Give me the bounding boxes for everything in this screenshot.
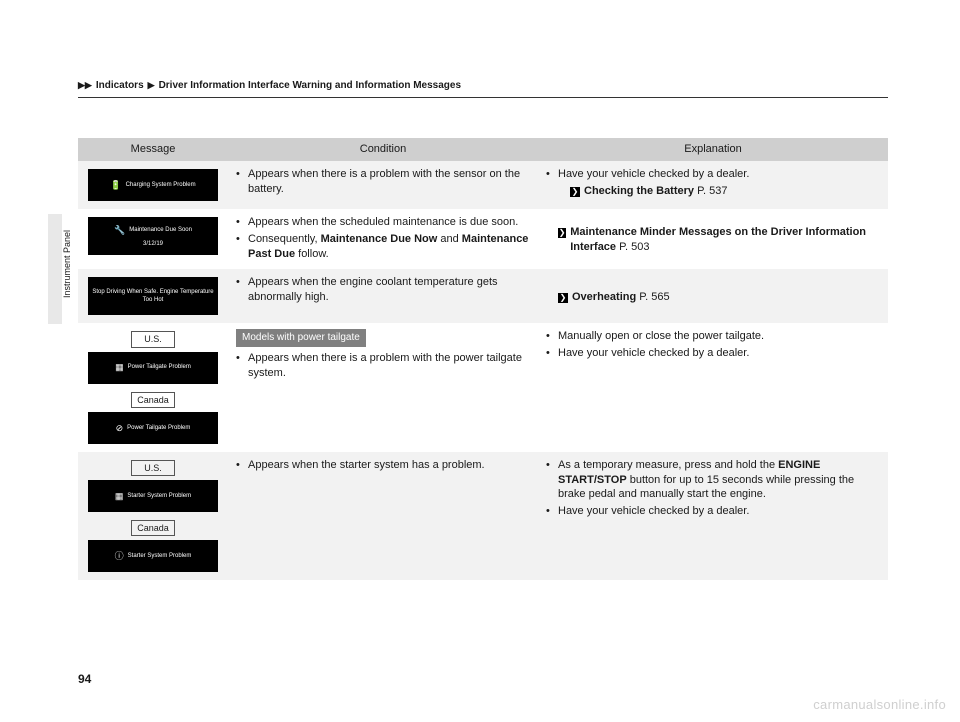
- cell-explanation: Manually open or close the power tailgat…: [538, 323, 888, 451]
- explanation-text: Have your vehicle checked by a dealer.: [558, 168, 749, 180]
- text: follow.: [295, 248, 329, 260]
- cross-ref: ❯ Overheating P. 565: [558, 290, 880, 305]
- display-thumbnail: ▦ Power Tailgate Problem: [88, 352, 218, 384]
- messages-table: Message Condition Explanation 🔋 Charging…: [78, 138, 888, 580]
- cell-condition: Appears when there is a problem with the…: [228, 161, 538, 209]
- region-label-us: U.S.: [131, 331, 175, 347]
- ref-text: Overheating P. 565: [572, 290, 670, 305]
- display-thumbnail: ▦ Starter System Problem: [88, 480, 218, 512]
- breadcrumb-subsection: Driver Information Interface Warning and…: [159, 80, 461, 91]
- table-row: U.S. ▦ Starter System Problem Canada ⓘ S…: [78, 452, 888, 580]
- text: and: [437, 233, 461, 245]
- ref-icon: ❯: [558, 293, 568, 303]
- cell-message: 🔋 Charging System Problem: [78, 161, 228, 209]
- cross-ref: ❯ Maintenance Minder Messages on the Dri…: [558, 225, 880, 255]
- bold-text: Maintenance Due Now: [321, 233, 438, 245]
- text: As a temporary measure, press and hold t…: [558, 459, 778, 471]
- cell-explanation: ❯ Overheating P. 565: [538, 269, 888, 323]
- cell-explanation: ❯ Maintenance Minder Messages on the Dri…: [538, 209, 888, 270]
- cell-condition: Appears when the scheduled maintenance i…: [228, 209, 538, 270]
- display-text: Power Tailgate Problem: [128, 363, 191, 371]
- display-thumbnail: 🔧 Maintenance Due Soon 3/12/19: [88, 217, 218, 255]
- th-explanation: Explanation: [538, 138, 888, 161]
- explanation-item: Have your vehicle checked by a dealer.: [546, 504, 880, 519]
- cell-condition: Appears when the starter system has a pr…: [228, 452, 538, 580]
- display-text: Starter System Problem: [128, 552, 192, 560]
- display-thumbnail: Stop Driving When Safe. Engine Temperatu…: [88, 277, 218, 315]
- cell-message: U.S. ▦ Power Tailgate Problem Canada ⊘ P…: [78, 323, 228, 451]
- cell-explanation: Have your vehicle checked by a dealer. ❯…: [538, 161, 888, 209]
- condition-item: Appears when the scheduled maintenance i…: [236, 215, 530, 230]
- cell-condition: Appears when the engine coolant temperat…: [228, 269, 538, 323]
- cell-message: Stop Driving When Safe. Engine Temperatu…: [78, 269, 228, 323]
- text: Consequently,: [248, 233, 321, 245]
- breadcrumb-sep: ▶: [148, 80, 155, 91]
- wrench-icon: 🔧: [114, 224, 125, 236]
- condition-item: Consequently, Maintenance Due Now and Ma…: [236, 232, 530, 262]
- display-thumbnail: 🔋 Charging System Problem: [88, 169, 218, 201]
- tailgate-icon: ▦: [115, 361, 124, 373]
- condition-item: Appears when the engine coolant temperat…: [236, 275, 530, 305]
- page-number: 94: [78, 672, 91, 686]
- sidebar-label: Instrument Panel: [62, 230, 72, 298]
- table-row: Stop Driving When Safe. Engine Temperatu…: [78, 269, 888, 323]
- display-text: Charging System Problem: [126, 181, 196, 189]
- table-row: U.S. ▦ Power Tailgate Problem Canada ⊘ P…: [78, 323, 888, 451]
- region-label-ca: Canada: [131, 520, 175, 536]
- starter-icon: ▦: [115, 490, 124, 502]
- cell-condition: Models with power tailgate Appears when …: [228, 323, 538, 451]
- ref-icon: ❯: [570, 187, 580, 197]
- th-condition: Condition: [228, 138, 538, 161]
- cell-explanation: As a temporary measure, press and hold t…: [538, 452, 888, 580]
- breadcrumb-section: Indicators: [96, 80, 144, 91]
- cell-message: U.S. ▦ Starter System Problem Canada ⓘ S…: [78, 452, 228, 580]
- battery-icon: 🔋: [110, 179, 121, 191]
- display-thumbnail: ⓘ Starter System Problem: [88, 540, 218, 572]
- display-text: Starter System Problem: [127, 492, 191, 500]
- breadcrumb: ▶▶ Indicators ▶ Driver Information Inter…: [78, 80, 888, 91]
- display-thumbnail: ⊘ Power Tailgate Problem: [88, 412, 218, 444]
- sidebar-tab: [48, 214, 62, 324]
- display-subtext: 3/12/19: [143, 240, 163, 248]
- explanation-item: Have your vehicle checked by a dealer. ❯…: [546, 167, 880, 199]
- explanation-item: Have your vehicle checked by a dealer.: [546, 346, 880, 361]
- region-label-ca: Canada: [131, 392, 175, 408]
- explanation-item: As a temporary measure, press and hold t…: [546, 458, 880, 503]
- info-icon: ⓘ: [115, 550, 124, 562]
- th-message: Message: [78, 138, 228, 161]
- cross-ref: ❯ Checking the Battery P. 537: [570, 184, 880, 199]
- model-badge: Models with power tailgate: [236, 329, 366, 347]
- breadcrumb-arrow: ▶▶: [78, 80, 92, 91]
- table-header-row: Message Condition Explanation: [78, 138, 888, 161]
- header-rule: [78, 97, 888, 98]
- display-text: Stop Driving When Safe. Engine Temperatu…: [88, 288, 218, 304]
- cell-message: 🔧 Maintenance Due Soon 3/12/19: [78, 209, 228, 270]
- condition-item: Appears when there is a problem with the…: [236, 351, 530, 381]
- ref-text: Maintenance Minder Messages on the Drive…: [570, 225, 880, 255]
- page-content: ▶▶ Indicators ▶ Driver Information Inter…: [78, 80, 888, 580]
- display-text: Maintenance Due Soon: [129, 226, 192, 234]
- explanation-item: Manually open or close the power tailgat…: [546, 329, 880, 344]
- condition-item: Appears when there is a problem with the…: [236, 167, 530, 197]
- region-label-us: U.S.: [131, 460, 175, 476]
- ref-text: Checking the Battery P. 537: [584, 184, 727, 199]
- tailgate-icon: ⊘: [116, 422, 124, 434]
- ref-icon: ❯: [558, 228, 566, 238]
- table-row: 🔧 Maintenance Due Soon 3/12/19 Appears w…: [78, 209, 888, 270]
- table-row: 🔋 Charging System Problem Appears when t…: [78, 161, 888, 209]
- condition-item: Appears when the starter system has a pr…: [236, 458, 530, 473]
- display-text: Power Tailgate Problem: [127, 424, 190, 432]
- watermark: carmanualsonline.info: [813, 697, 946, 712]
